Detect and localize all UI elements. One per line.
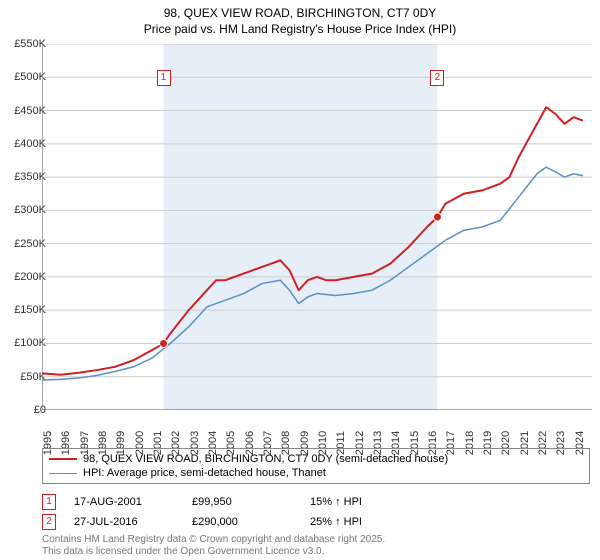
transaction-date: 27-JUL-2016	[74, 516, 174, 528]
legend-swatch	[49, 473, 77, 474]
legend-item-property: 98, QUEX VIEW ROAD, BIRCHINGTON, CT7 0DY…	[49, 452, 583, 466]
transaction-date: 17-AUG-2001	[74, 496, 174, 508]
legend: 98, QUEX VIEW ROAD, BIRCHINGTON, CT7 0DY…	[42, 448, 590, 484]
chart-svg	[42, 44, 592, 410]
transaction-marker: 1	[42, 494, 56, 510]
y-tick-label: £150K	[2, 304, 46, 316]
legend-label: HPI: Average price, semi-detached house,…	[83, 467, 326, 479]
title-line2: Price paid vs. HM Land Registry's House …	[0, 22, 600, 38]
transaction-pct: 25% ↑ HPI	[310, 516, 410, 528]
chart-title: 98, QUEX VIEW ROAD, BIRCHINGTON, CT7 0DY…	[0, 0, 600, 37]
transaction-marker: 2	[42, 514, 56, 530]
legend-label: 98, QUEX VIEW ROAD, BIRCHINGTON, CT7 0DY…	[83, 453, 448, 465]
y-tick-label: £450K	[2, 105, 46, 117]
footer-line1: Contains HM Land Registry data © Crown c…	[42, 534, 385, 546]
title-line1: 98, QUEX VIEW ROAD, BIRCHINGTON, CT7 0DY	[0, 6, 600, 22]
y-tick-label: £0	[2, 404, 46, 416]
transaction-price: £290,000	[192, 516, 292, 528]
legend-swatch	[49, 458, 77, 460]
y-tick-label: £300K	[2, 204, 46, 216]
annotation-marker-2: 2	[430, 70, 444, 86]
y-tick-label: £550K	[2, 38, 46, 50]
transaction-price: £99,950	[192, 496, 292, 508]
y-tick-label: £50K	[2, 371, 46, 383]
y-tick-label: £400K	[2, 138, 46, 150]
y-tick-label: £500K	[2, 71, 46, 83]
footer-line2: This data is licensed under the Open Gov…	[42, 546, 385, 558]
transaction-row: 1 17-AUG-2001 £99,950 15% ↑ HPI	[42, 492, 410, 512]
annotation-marker-1: 1	[157, 70, 171, 86]
transaction-row: 2 27-JUL-2016 £290,000 25% ↑ HPI	[42, 512, 410, 532]
y-tick-label: £100K	[2, 337, 46, 349]
y-tick-label: £250K	[2, 238, 46, 250]
transaction-table: 1 17-AUG-2001 £99,950 15% ↑ HPI 2 27-JUL…	[42, 492, 410, 532]
y-tick-label: £350K	[2, 171, 46, 183]
chart-plot-area	[42, 44, 592, 410]
legend-item-hpi: HPI: Average price, semi-detached house,…	[49, 466, 583, 480]
transaction-pct: 15% ↑ HPI	[310, 496, 410, 508]
y-tick-label: £200K	[2, 271, 46, 283]
footer-attribution: Contains HM Land Registry data © Crown c…	[42, 534, 385, 558]
